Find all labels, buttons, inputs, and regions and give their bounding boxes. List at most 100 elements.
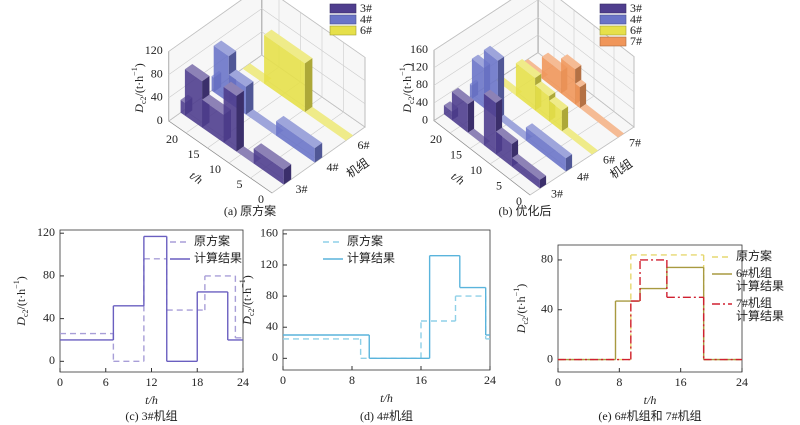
axis-label-part: −1 bbox=[512, 288, 521, 297]
bar-segment bbox=[451, 87, 475, 133]
category-label: 3# bbox=[551, 186, 563, 200]
category-label: 7# bbox=[629, 135, 641, 149]
x-tick-label: 0 bbox=[57, 375, 63, 389]
y-tick-label: 120 bbox=[260, 257, 278, 271]
legend-label: 4# bbox=[630, 12, 642, 26]
x-axis-label: t/h bbox=[187, 168, 205, 187]
axis-label-part: c2 bbox=[407, 96, 416, 104]
x-tick-label: 5 bbox=[237, 177, 243, 191]
bar-end bbox=[314, 142, 323, 163]
bar-top bbox=[483, 45, 505, 61]
bar-top bbox=[561, 127, 599, 155]
bar-segment bbox=[253, 143, 292, 185]
category-label: 6# bbox=[358, 138, 370, 152]
y-tick-label: 80 bbox=[43, 268, 55, 282]
bar-end bbox=[246, 81, 254, 115]
grid-line bbox=[271, 57, 366, 194]
bar-segment bbox=[246, 109, 284, 136]
axis-label-part: /(t·h bbox=[132, 76, 146, 97]
bar-face bbox=[525, 127, 566, 172]
x-tick-label: 18 bbox=[191, 375, 203, 389]
bar-face bbox=[211, 76, 214, 93]
bar-face bbox=[223, 87, 237, 152]
axis-label-part: ) bbox=[132, 63, 146, 67]
x-axis-label: t/h bbox=[380, 391, 393, 405]
axis-label-part: D bbox=[514, 324, 528, 334]
grid-line bbox=[168, 8, 366, 81]
axis-label-part: D bbox=[400, 104, 414, 114]
bar-face bbox=[180, 99, 185, 116]
bar-face bbox=[467, 132, 484, 146]
y-tick-label: 0 bbox=[547, 351, 553, 365]
x-tick-label: 12 bbox=[146, 375, 158, 389]
x-tick-label: 24 bbox=[237, 375, 249, 389]
y-tick-label: 40 bbox=[266, 319, 278, 333]
bar-end bbox=[467, 100, 475, 133]
axis-label-part: −1 bbox=[238, 279, 247, 288]
axis-label-part: D bbox=[14, 317, 28, 327]
bar-top bbox=[575, 79, 587, 88]
legend-label: 6# bbox=[630, 23, 642, 37]
bar-segment bbox=[549, 96, 569, 132]
legend-label: 计算结果 bbox=[347, 250, 395, 265]
bar-top bbox=[525, 123, 573, 159]
bar-face bbox=[483, 93, 496, 155]
bar-segment bbox=[561, 127, 599, 155]
z-tick-label: 80 bbox=[416, 77, 428, 91]
y-tick-label: 40 bbox=[43, 310, 55, 324]
x-tick-label: 16 bbox=[675, 375, 687, 389]
legend-swatch bbox=[599, 25, 627, 36]
bar-top bbox=[253, 143, 292, 170]
axis-label-part: /(t·h bbox=[514, 296, 528, 317]
bar-face bbox=[264, 34, 305, 113]
bar-face bbox=[515, 63, 536, 111]
z-tick-label: 80 bbox=[151, 66, 163, 80]
axis-label-part: ) bbox=[514, 284, 528, 288]
x-tick-label: 20 bbox=[430, 132, 442, 146]
grid-line bbox=[433, 0, 635, 75]
y-tick-label: 0 bbox=[272, 350, 278, 364]
bar-segment bbox=[579, 104, 625, 138]
bar-segment bbox=[264, 29, 313, 113]
category-label: 6# bbox=[603, 152, 615, 166]
bar-face bbox=[451, 91, 468, 133]
caption: (a) 原方案 bbox=[224, 203, 276, 218]
bar-segment bbox=[276, 115, 323, 163]
y-tick-label: 40 bbox=[541, 301, 553, 315]
x-tick-label: 0 bbox=[516, 194, 522, 208]
bar-face bbox=[469, 83, 472, 99]
legend-swatch bbox=[599, 3, 627, 14]
bar-segment bbox=[223, 81, 244, 152]
x-axis-label: t/h bbox=[449, 169, 467, 188]
legend-swatch bbox=[599, 14, 627, 25]
legend-swatch bbox=[329, 25, 357, 36]
bar-face bbox=[246, 114, 277, 136]
bar-face bbox=[511, 158, 540, 189]
axis-label-part: /(t·h bbox=[14, 289, 28, 310]
x-tick-label: 24 bbox=[736, 375, 748, 389]
x-tick-label: 15 bbox=[188, 147, 200, 161]
x-tick-label: 10 bbox=[470, 163, 482, 177]
z-tick-label: 0 bbox=[422, 112, 428, 126]
plot-frame bbox=[282, 229, 491, 371]
axis-label-part: −1 bbox=[130, 67, 139, 76]
bar-top bbox=[549, 96, 569, 111]
grid-line bbox=[433, 34, 635, 110]
axis-label: Dc2/(t·h−1) bbox=[130, 63, 148, 113]
bar-face bbox=[304, 112, 346, 141]
caption: (e) 6#机组和 7#机组 bbox=[598, 409, 701, 423]
x-tick-label: 15 bbox=[450, 147, 462, 161]
category-label: 4# bbox=[577, 169, 589, 183]
bar-face bbox=[253, 148, 284, 185]
x-axis-label: t/h bbox=[145, 393, 158, 407]
legend-label: 6#机组计算结果 bbox=[736, 266, 784, 293]
bar-top bbox=[451, 87, 475, 105]
plot-frame bbox=[557, 244, 743, 373]
bar-segment bbox=[304, 106, 354, 141]
x-tick-label: 0 bbox=[258, 192, 264, 206]
bar-segment bbox=[575, 79, 587, 109]
legend-swatch bbox=[329, 14, 357, 25]
y-tick-label: 120 bbox=[37, 225, 55, 239]
grid-line bbox=[489, 25, 595, 165]
bar-face bbox=[471, 58, 484, 108]
